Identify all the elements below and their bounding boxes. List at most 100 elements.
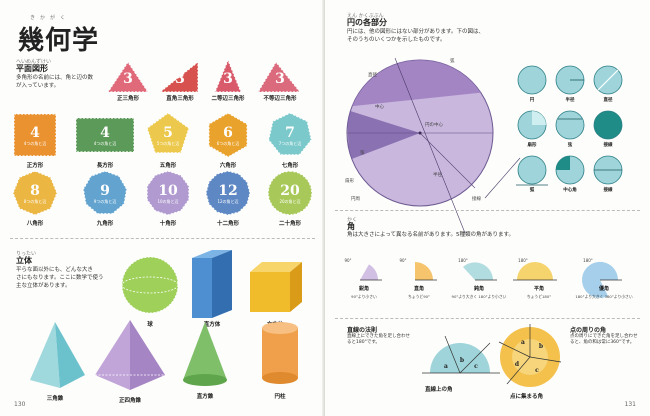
angle-fill (415, 262, 433, 280)
rule2-angle-a: a (521, 339, 525, 346)
mini-circle-label: 弦 (568, 141, 573, 148)
tangent-line (394, 57, 466, 234)
mini-circle-label: 扇形 (528, 141, 537, 148)
rule1-angle-c: c (474, 363, 478, 370)
angle-name: 鋭角 (358, 285, 369, 292)
shape-label: 不等辺三角形 (263, 94, 297, 102)
rule2-angle-c: c (535, 367, 539, 374)
plane-text-line: が入っています。 (16, 83, 60, 89)
circle-text-line: そのうちのいくつかを示したものです。 (347, 37, 446, 43)
title-ruby: きかがく (30, 15, 71, 21)
angle-text: 角は大きさによって異なる名前があります。5種類の角があります。 (347, 232, 514, 238)
angle-1: 90° 鋭角 90°より小さい (344, 258, 382, 299)
shape-sub-label: 4つの角と辺 (94, 140, 117, 146)
angle-name: 直角 (414, 285, 424, 292)
right-page: えん かくぶぶん 円の各部分 円には、他の図形にはない部分があります。下の図は、… (325, 0, 650, 416)
mini-circle-6: 接線 (593, 110, 623, 148)
shape-sub-label: 10の角と辺 (157, 198, 178, 204)
rule2-angle-d: d (515, 361, 520, 368)
rule2-text-line: ると、角の和は常に360°です。 (570, 340, 635, 345)
mini-arc-sector (556, 156, 570, 170)
sphere: 球 (121, 256, 179, 328)
angle-degree-label: 180° (458, 258, 468, 263)
plane-text-line: 多角形の名前には、角と辺の数 (16, 75, 94, 81)
rule2-heading: 点の周りの角 (570, 327, 607, 334)
cube-front (250, 272, 290, 312)
solid-label: 円柱 (274, 392, 286, 400)
center-dot (418, 131, 422, 135)
section-divider (335, 210, 640, 211)
mini-circle (555, 110, 585, 140)
shape-fill (256, 60, 302, 93)
section-divider (10, 238, 315, 239)
shape-fill (267, 170, 313, 216)
rule1-ray (459, 342, 491, 374)
solid-shapes: 球 直方体 立方体三角錐 正四角錐 直方錐 円柱 (30, 250, 302, 404)
angle-name: 優角 (598, 285, 609, 292)
circle-text-line: 円には、他の図形にはない部分があります。下の図は、 (347, 29, 484, 35)
rule2-text: 点の周りにできた角を足し合わせ ると、角の和は常に360°です。 (570, 334, 645, 346)
shape-fill (75, 117, 135, 153)
rule2-ray (529, 356, 562, 363)
shape-4: 3 不等辺三角形 (256, 60, 302, 102)
angle-description: ちょうど180° (527, 294, 551, 299)
mini-circle-label: 直径 (604, 96, 613, 103)
mini-circle (517, 155, 547, 185)
rule1-ray (444, 335, 461, 374)
angle-degree-label: 90° (399, 258, 406, 263)
angle-heading-ruby: かく (347, 217, 358, 223)
cuboid-top (192, 250, 232, 258)
shape-number: 7 (285, 125, 295, 141)
straight-line-rule-diagram: a b c (422, 335, 500, 374)
cuboid: 直方体 (192, 250, 232, 328)
sphere-equator (121, 276, 179, 294)
solid-label: 三角錐 (47, 394, 64, 402)
plane-text: 多角形の名前には、角と辺の数 が入っています。 (16, 74, 101, 90)
shape-label: 長方形 (97, 161, 114, 169)
cube-top (250, 262, 302, 272)
shape-number: 12 (218, 183, 237, 199)
rule2-caption: 点に集まる角 (510, 394, 544, 400)
plane-heading-ruby: へいめんずけい (16, 59, 52, 65)
plane-shapes: 3正三角形3直角三角形3二等辺三角形3不等辺三角形44つの角と辺正方形44つの角… (12, 58, 313, 227)
shape-sub-label: 5つの角と辺 (157, 140, 180, 146)
rule2-angle-b: b (539, 343, 543, 350)
circle-parts-diagram (346, 57, 521, 234)
circle-part-label: 半径 (433, 173, 442, 178)
mini-circle-5: 弦 (555, 110, 585, 148)
angle-description: 90°より大きく 180°より小さい (452, 294, 507, 299)
shape-number: 5 (163, 125, 173, 141)
circle-part-label: 円周 (351, 197, 360, 202)
shape-fill (208, 112, 248, 158)
circle-part-label: 扇形 (345, 179, 354, 184)
page-number-right: 131 (624, 401, 636, 408)
mini-circle-1: 円 (517, 65, 547, 103)
rule1-heading: 直線の法則 (347, 327, 378, 334)
shape-number: 4 (100, 125, 110, 141)
shape-fill (106, 60, 150, 93)
shape-number: 9 (100, 183, 110, 199)
left-page: きかがく 幾何学 へいめんずけい 平面図形 多角形の名前には、角と辺の数 が入っ… (10, 15, 315, 408)
shape-sub-label: 12の角と辺 (217, 198, 238, 204)
triangular-pyramid: 三角錐 (30, 322, 85, 402)
mini-circle-label: 接線 (604, 186, 613, 193)
shape-sub-label: 6つの角と辺 (217, 140, 240, 146)
shape-label: 正方形 (27, 161, 44, 169)
angle-description: 90°より小さい (351, 294, 377, 299)
solid-heading: 立体 (16, 256, 32, 265)
solid-text: 平らな面以外にも、どんな大き さにもなります。ここに数学で使う 主な立体がありま… (16, 266, 106, 290)
cone-base (183, 374, 227, 386)
mini-sector (532, 111, 546, 125)
shape-sub-label: 9つの角と辺 (94, 198, 117, 204)
shape-fill (267, 112, 313, 156)
cone: 直方錐 (183, 322, 227, 400)
rule1-text-line: 直線上にできた角を足し合わせ (347, 334, 410, 339)
